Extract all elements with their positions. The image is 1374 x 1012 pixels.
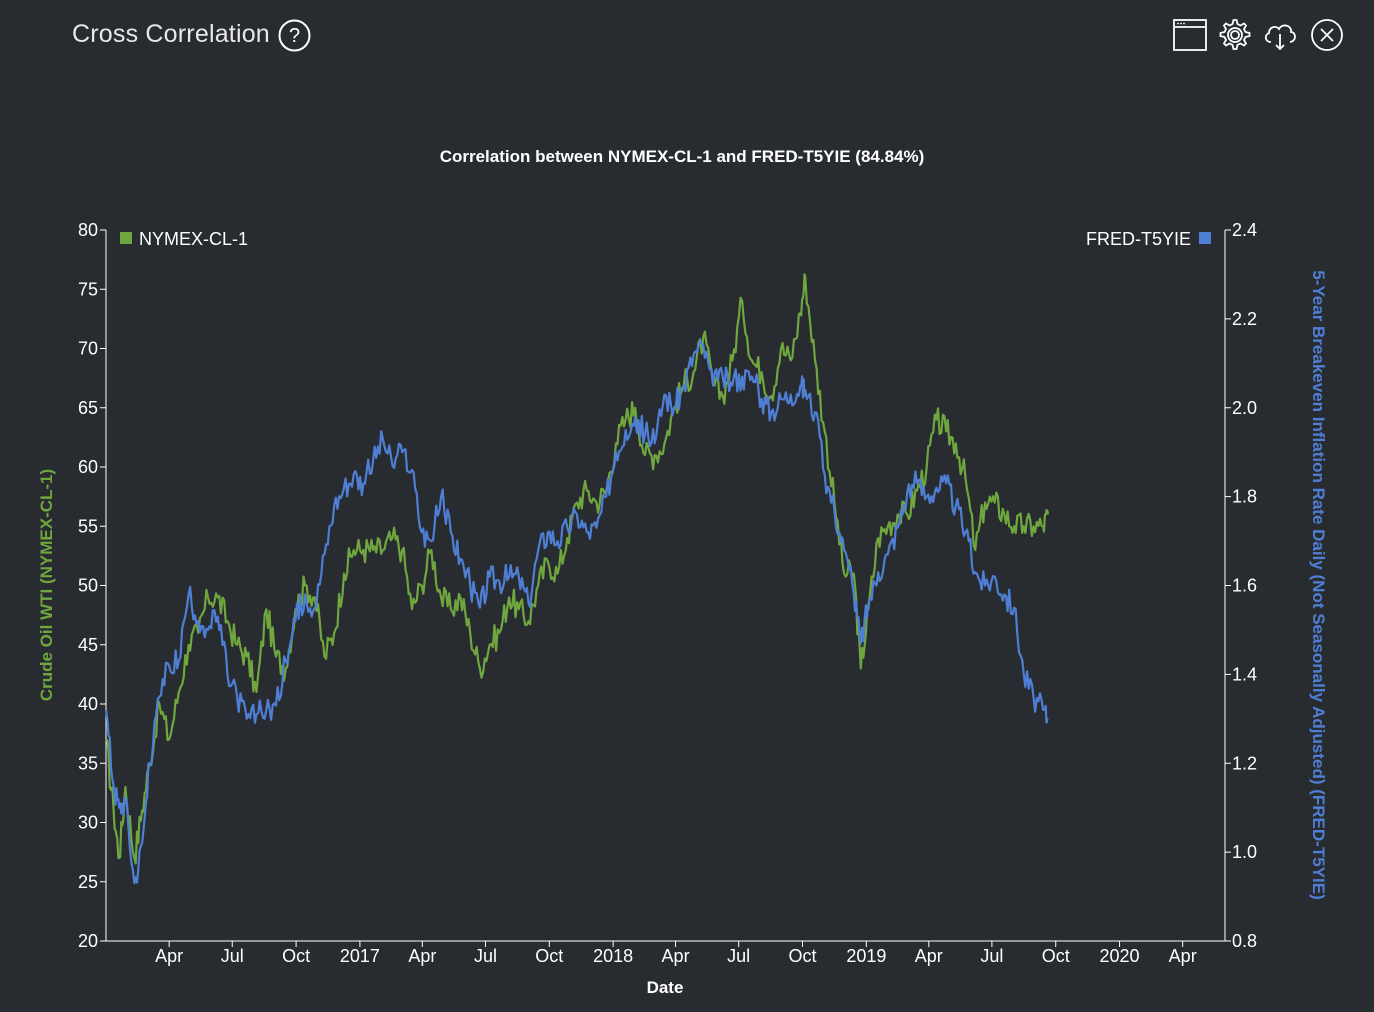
y-left-tick-label: 70: [78, 339, 98, 359]
legend-label-right: FRED-T5YIE: [1086, 229, 1191, 249]
cloud-download-icon[interactable]: [1262, 17, 1298, 53]
y-left-tick-label: 40: [78, 694, 98, 714]
y-left-tick-label: 25: [78, 872, 98, 892]
x-tick-label: Apr: [408, 946, 436, 966]
y-left-tick-label: 35: [78, 753, 98, 773]
svg-text:?: ?: [289, 25, 300, 47]
y-left-tick-label: 20: [78, 931, 98, 951]
y-left-tick-label: 55: [78, 516, 98, 536]
x-tick-label: Apr: [915, 946, 943, 966]
y-right-tick-label: 1.6: [1232, 576, 1257, 596]
y-left-tick-label: 65: [78, 398, 98, 418]
x-tick-label: Oct: [1042, 946, 1070, 966]
x-tick-label: Oct: [282, 946, 310, 966]
y-right-axis-label: 5-Year Breakeven Inflation Rate Daily (N…: [1309, 270, 1328, 899]
x-tick-label: Apr: [662, 946, 690, 966]
y-right-tick-label: 0.8: [1232, 931, 1257, 951]
window-icon[interactable]: [1172, 17, 1208, 53]
x-tick-label: Jul: [727, 946, 750, 966]
y-left-tick-label: 80: [78, 220, 98, 240]
panel-title: Cross Correlation: [72, 20, 270, 48]
y-right-tick-label: 1.4: [1232, 664, 1257, 684]
y-right-tick-label: 1.8: [1232, 487, 1257, 507]
x-axis-label: Date: [647, 978, 684, 997]
y-left-tick-label: 75: [78, 279, 98, 299]
legend-swatch-right: [1199, 232, 1211, 244]
y-right-tick-label: 2.2: [1232, 309, 1257, 329]
x-tick-label: 2020: [1100, 946, 1140, 966]
close-circle-icon[interactable]: [1309, 17, 1345, 53]
x-tick-label: 2017: [340, 946, 380, 966]
plot-area: 20 25 30 35 40 45 50 55 60 65 70 75 80 0.8 1.0 1.2 1.4 1.…: [78, 220, 1257, 966]
x-tick-label: Oct: [535, 946, 563, 966]
gear-icon[interactable]: [1217, 17, 1253, 53]
chart-title: Correlation between NYMEX-CL-1 and FRED-…: [440, 147, 925, 166]
y-left-tick-label: 45: [78, 635, 98, 655]
x-tick-label: Jul: [980, 946, 1003, 966]
y-right-tick-label: 1.0: [1232, 842, 1257, 862]
series-line-nymex-cl-1: [105, 273, 1050, 865]
y-left-tick-label: 50: [78, 576, 98, 596]
x-tick-label: Jul: [474, 946, 497, 966]
y-right-tick-label: 2.4: [1232, 220, 1257, 240]
y-right-tick-label: 2.0: [1232, 398, 1257, 418]
x-tick-label: Apr: [155, 946, 183, 966]
legend-label-left: NYMEX-CL-1: [139, 229, 248, 249]
x-tick-label: Jul: [221, 946, 244, 966]
x-tick-label: Apr: [1169, 946, 1197, 966]
y-left-tick-label: 30: [78, 813, 98, 833]
legend-swatch-left: [120, 232, 132, 244]
x-tick-label: Oct: [789, 946, 817, 966]
y-left-axis-label: Crude Oil WTI (NYMEX-CL-1): [37, 469, 56, 701]
x-tick-label: 2018: [593, 946, 633, 966]
help-circle-icon[interactable]: ?: [278, 19, 311, 52]
y-left-tick-label: 60: [78, 457, 98, 477]
series-line-fred-t5yie: [104, 339, 1049, 885]
x-tick-label: 2019: [846, 946, 886, 966]
y-right-tick-label: 1.2: [1232, 753, 1257, 773]
